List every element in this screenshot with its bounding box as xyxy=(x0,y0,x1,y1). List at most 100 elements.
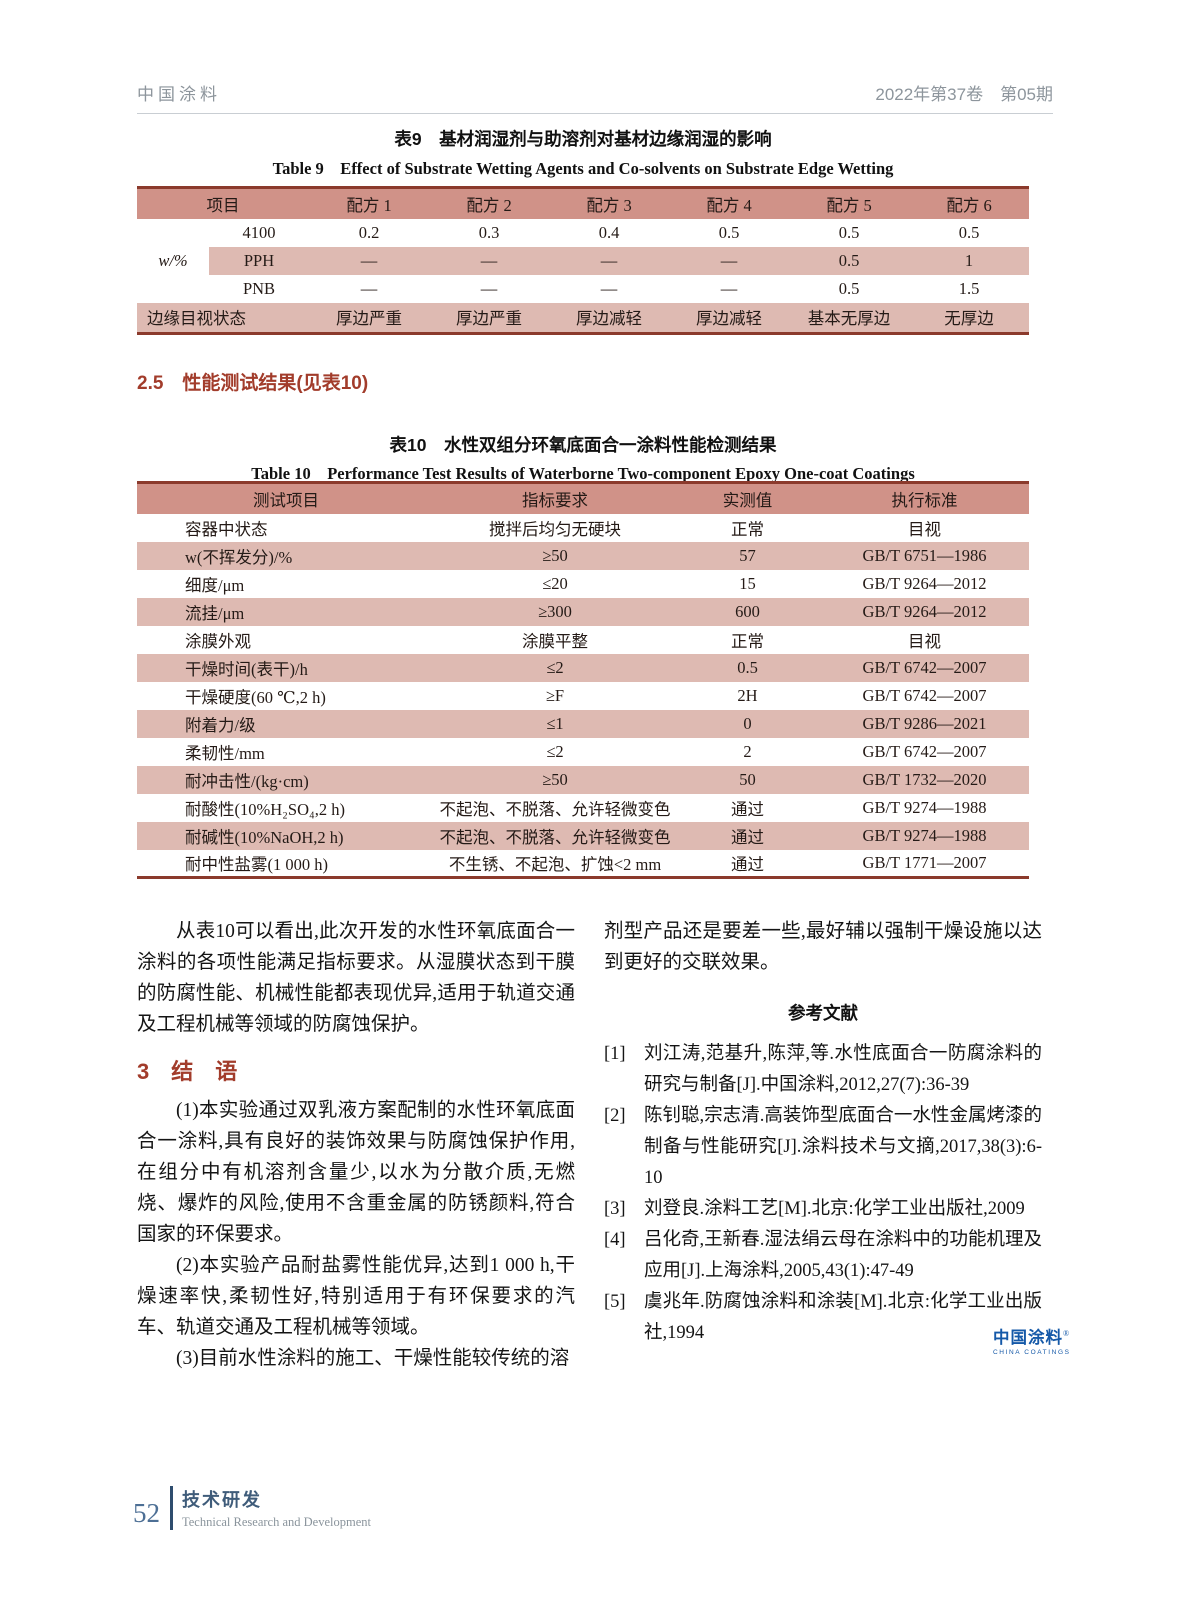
table-cell: ≥50 xyxy=(435,765,675,794)
paragraph: 从表10可以看出,此次开发的水性环氧底面合一涂料的各项性能满足指标要求。从湿膜状… xyxy=(137,921,575,1035)
table-cell: 项目 xyxy=(137,187,309,219)
table-cell: GB/T 9264—2012 xyxy=(820,597,1029,626)
table-cell: GB/T 6751—1986 xyxy=(820,541,1029,570)
table-cell: 4100 xyxy=(242,222,276,242)
table-cell: 配方 1 xyxy=(309,187,429,219)
table-cell: 干燥硬度(60 ℃,2 h) xyxy=(185,687,326,707)
table-cell: 1 xyxy=(909,246,1029,275)
issue-info: 2022年第37卷 第05期 xyxy=(875,85,1053,104)
table-cell: 柔韧性/mm xyxy=(185,743,265,763)
table9-footer-row: 边缘目视状态 厚边严重 厚边严重 厚边减轻 厚边减轻 基本无厚边 无厚边 xyxy=(137,302,1029,334)
paragraph: (2)本实验产品耐盐雾性能优异,达到1 000 h,干燥速率快,柔韧性好,特别适… xyxy=(137,1255,575,1338)
table-cell: GB/T 6742—2007 xyxy=(862,685,987,705)
footer-divider xyxy=(170,1486,173,1530)
table-cell: — xyxy=(360,278,378,298)
table-cell: ≥F xyxy=(545,685,565,705)
table-cell: 耐酸性(10%H₂SO₄,2 h) xyxy=(185,799,345,819)
table-cell: ≤20 xyxy=(542,573,568,593)
journal-name: 中国涂料 xyxy=(137,85,221,104)
table-cell: 无厚边 xyxy=(909,302,1029,334)
table-cell: ≥300 xyxy=(435,597,675,626)
table-cell: GB/T 1732—2020 xyxy=(820,765,1029,794)
table-cell: ≥50 xyxy=(435,541,675,570)
table-cell: 不起泡、不脱落、允许轻微变色 xyxy=(435,821,675,850)
reference-item: [1] 刘江涛,范基升,陈萍,等.水性底面合一防腐涂料的研究与制备[J].中国涂料… xyxy=(604,1039,1042,1101)
paragraph: (3)目前水性涂料的施工、干燥性能较传统的溶 xyxy=(176,1348,570,1369)
table-row: 容器中状态 搅拌后均匀无硬块 正常 目视 xyxy=(137,514,1029,542)
table-row: 流挂/μm ≥300 600 GB/T 9264—2012 xyxy=(137,597,1029,626)
table-cell: — xyxy=(549,246,669,275)
table-cell: GB/T 9274—1988 xyxy=(820,821,1029,850)
table-cell: 厚边严重 xyxy=(309,302,429,334)
logo-text-en: CHINA COATINGS xyxy=(993,1349,1071,1356)
table9-header-row: 项目 配方 1 配方 2 配方 3 配方 4 配方 5 配方 6 xyxy=(137,187,1029,219)
paragraph: 剂型产品还是要差一些,最好辅以强制干燥设施以达到更好的交联效果。 xyxy=(604,921,1042,973)
page-header: 中国涂料 2022年第37卷 第05期 xyxy=(137,80,1053,114)
table-cell: PPH xyxy=(209,246,309,275)
table9-caption-zh: 表9 基材润湿剂与助溶剂对基材边缘润湿的影响 xyxy=(394,129,772,149)
table10: 测试项目 指标要求 实测值 执行标准 容器中状态 搅拌后均匀无硬块 正常 目视 w(不挥… xyxy=(137,481,1029,879)
table-cell: 0.5 xyxy=(789,246,909,275)
table-row: w(不挥发分)/% ≥50 57 GB/T 6751—1986 xyxy=(137,541,1029,570)
reference-marker: [4] xyxy=(604,1230,626,1250)
table-cell: 配方 4 xyxy=(669,187,789,219)
reference-marker: [2] xyxy=(604,1106,626,1126)
table-cell: 0.5 xyxy=(958,222,980,242)
table-row: 耐中性盐雾(1 000 h) 不生锈、不起泡、扩蚀<2 mm 通过 GB/T 1771… xyxy=(137,850,1029,878)
page-footer: 52 技术研发 Technical Research and Developme… xyxy=(133,1486,371,1530)
table-cell: 附着力/级 xyxy=(137,709,435,738)
reference-item: [2] 陈钊聪,宗志清.高装饰型底面合一水性金属烤漆的制备与性能研究[J].涂料技… xyxy=(604,1101,1042,1194)
reference-marker: [1] xyxy=(604,1044,626,1064)
table-cell: 配方 5 xyxy=(789,187,909,219)
table-cell: 厚边减轻 xyxy=(549,302,669,334)
table9: 项目 配方 1 配方 2 配方 3 配方 4 配方 5 配方 6 w/% 410… xyxy=(137,186,1029,335)
reference-item: [3] 刘登良.涂料工艺[M].北京:化学工业出版社,2009 xyxy=(604,1194,1042,1225)
table-cell: PNB xyxy=(242,278,276,298)
table-cell: 耐碱性(10%NaOH,2 h) xyxy=(137,821,435,850)
table-cell: 厚边严重 xyxy=(429,302,549,334)
table-cell: GB/T 1771—2007 xyxy=(862,852,987,872)
logo-text-zh: 中国涂料 xyxy=(993,1329,1063,1347)
references-heading: 参考文献 xyxy=(788,1003,858,1023)
table-cell: 0.4 xyxy=(598,222,620,242)
table-cell: — xyxy=(429,246,549,275)
table-cell: GB/T 9264—2012 xyxy=(862,573,987,593)
table-cell: 不起泡、不脱落、允许轻微变色 xyxy=(439,799,671,819)
reference-item: [5] 虞兆年.防腐蚀涂料和涂装[M].北京:化学工业出版社,1994 xyxy=(604,1287,1042,1349)
table-cell: 0 xyxy=(675,709,820,738)
table-cell: — xyxy=(480,278,498,298)
table-cell: 目视 xyxy=(908,631,941,651)
table-row: 耐冲击性/(kg·cm) ≥50 50 GB/T 1732—2020 xyxy=(137,765,1029,794)
table-cell: 0.3 xyxy=(478,222,500,242)
body-columns: 从表10可以看出,此次开发的水性环氧底面合一涂料的各项性能满足指标要求。从湿膜状… xyxy=(137,916,1042,1374)
china-coatings-logo: 中国涂料® CHINA COATINGS xyxy=(993,1330,1071,1357)
table-cell: 0.5 xyxy=(675,653,820,682)
table-cell: ≤1 xyxy=(435,709,675,738)
reference-item: [4] 吕化奇,王新春.湿法绢云母在涂料中的功能机理及应用[J].上海涂料,200… xyxy=(604,1225,1042,1287)
table-row: 涂膜外观 涂膜平整 正常 目视 xyxy=(137,626,1029,654)
table-cell: ≤2 xyxy=(435,653,675,682)
reference-text: 吕化奇,王新春.湿法绢云母在涂料中的功能机理及应用[J].上海涂料,2005,4… xyxy=(644,1230,1042,1281)
table-cell: 测试项目 xyxy=(137,482,435,514)
table-cell: 600 xyxy=(675,597,820,626)
table-cell: 耐冲击性/(kg·cm) xyxy=(137,765,435,794)
table-cell: 涂膜外观 xyxy=(185,631,251,651)
table-cell: 指标要求 xyxy=(435,482,675,514)
table9-row-pph: PPH — — — — 0.5 1 xyxy=(137,246,1029,275)
reference-text: 虞兆年.防腐蚀涂料和涂装[M].北京:化学工业出版社,1994 xyxy=(644,1292,1042,1343)
table-cell: 搅拌后均匀无硬块 xyxy=(489,519,621,539)
table-cell: GB/T 9286—2021 xyxy=(820,709,1029,738)
table-cell: 0.2 xyxy=(358,222,380,242)
table-cell: 配方 6 xyxy=(909,187,1029,219)
table10-caption-zh: 表10 水性双组分环氧底面合一涂料性能检测结果 xyxy=(389,435,777,455)
table9-row-4100: w/% 4100 0.2 0.3 0.4 0.5 0.5 0.5 xyxy=(137,218,1029,303)
table-row: 附着力/级 ≤1 0 GB/T 9286—2021 xyxy=(137,709,1029,738)
reference-text: 刘江涛,范基升,陈萍,等.水性底面合一防腐涂料的研究与制备[J].中国涂料,20… xyxy=(644,1044,1042,1095)
table9-caption-en: Table 9 Effect of Substrate Wetting Agen… xyxy=(272,159,894,178)
left-column: 从表10可以看出,此次开发的水性环氧底面合一涂料的各项性能满足指标要求。从湿膜状… xyxy=(137,916,575,1374)
table-cell: GB/T 6742—2007 xyxy=(820,653,1029,682)
table-cell: — xyxy=(600,278,618,298)
reference-marker: [5] xyxy=(604,1292,626,1312)
paragraph: (1)本实验通过双乳液方案配制的水性环氧底面合一涂料,具有良好的装饰效果与防腐蚀… xyxy=(137,1100,575,1245)
table-cell: 耐中性盐雾(1 000 h) xyxy=(185,854,328,874)
